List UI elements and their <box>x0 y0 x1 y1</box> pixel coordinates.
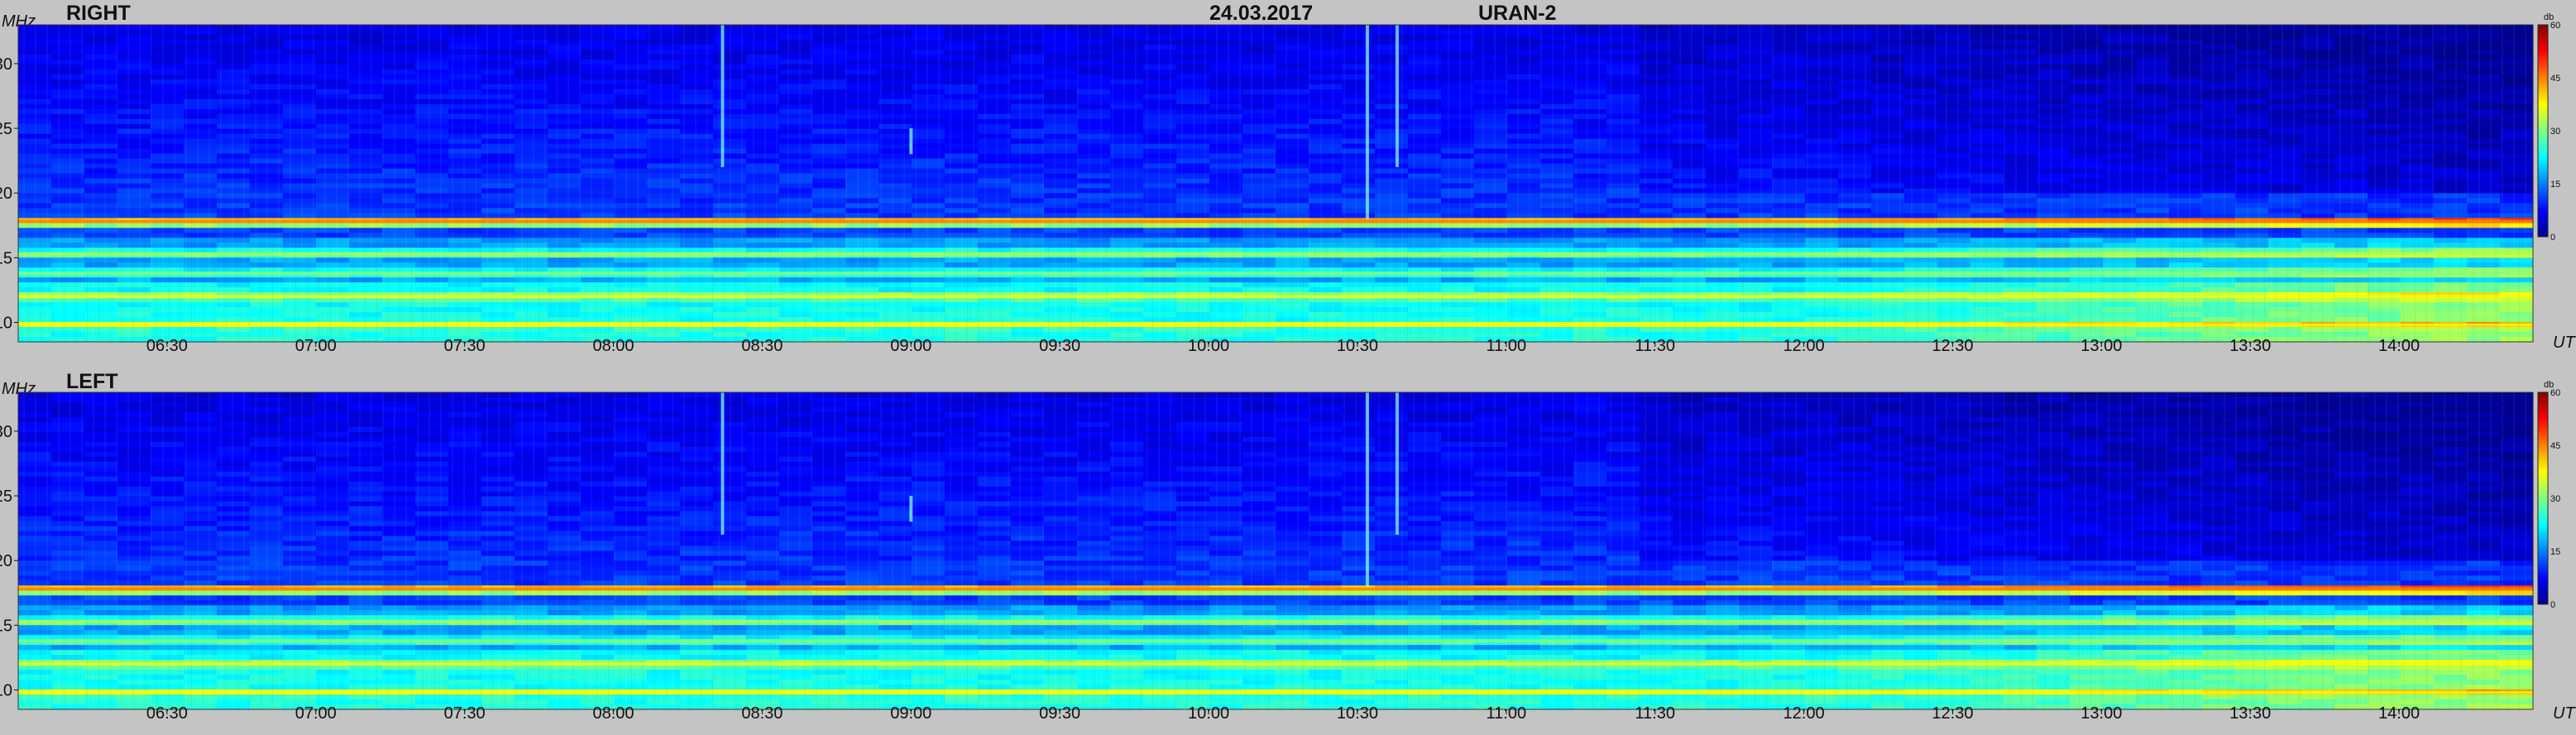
colorbar: 60 45 30 15 0 <box>2537 21 2560 243</box>
colorbar-unit-label: db <box>2544 380 2554 390</box>
panel-title: RIGHT <box>66 2 131 25</box>
y-tick-label: 10 <box>0 315 12 333</box>
y-tick-label: 20 <box>0 185 12 203</box>
x-tick-label: 11:00 <box>1487 337 1527 355</box>
panel-title: LEFT <box>66 370 118 393</box>
texture-overlay <box>18 25 2533 342</box>
spectrogram-area <box>17 392 2534 710</box>
x-tick-label: 11:30 <box>1635 337 1675 355</box>
instrument-label: URAN-2 <box>1478 2 1556 25</box>
x-tick-label: 09:30 <box>1039 337 1080 355</box>
x-tick-label: 07:30 <box>444 337 486 355</box>
colorbar-tick-label: 0 <box>2550 233 2555 243</box>
x-tick-label: 09:00 <box>890 337 931 355</box>
colorbar-tick-label: 30 <box>2550 127 2560 137</box>
y-tick-label: 25 <box>0 120 12 138</box>
colorbar-tick-label: 15 <box>2550 180 2560 190</box>
x-tick-label: 10:30 <box>1337 337 1378 355</box>
colorbar-tick-label: 60 <box>2550 21 2560 31</box>
x-tick-label: 06:30 <box>146 337 188 355</box>
colorbar-unit-label: db <box>2544 12 2554 22</box>
x-tick-label: 13:30 <box>2229 337 2271 355</box>
x-unit-label: UT <box>2553 704 2576 723</box>
plot-frame <box>17 24 2534 343</box>
x-tick-label: 13:00 <box>2080 337 2122 355</box>
panel-left: LEFT MHz UT db 1015202530 06:3007:0007:3… <box>0 370 2576 723</box>
y-tick-label: 15 <box>0 249 12 267</box>
date-label: 24.03.2017 <box>1209 2 1313 25</box>
colorbar-gradient <box>2537 24 2549 238</box>
y-tick-label: 30 <box>0 55 12 74</box>
colorbar-tick-label: 45 <box>2550 74 2560 84</box>
x-tick-label: 08:30 <box>741 337 783 355</box>
x-tick-label: 14:00 <box>2378 337 2420 355</box>
x-tick-label: 07:00 <box>295 337 337 355</box>
x-tick-label: 08:00 <box>592 337 634 355</box>
x-tick-label: 12:30 <box>1932 337 1973 355</box>
x-tick-label: 12:00 <box>1784 337 1825 355</box>
spectrogram-area <box>17 24 2534 343</box>
x-unit-label: UT <box>2553 334 2576 352</box>
x-axis: 06:30 07:00 07:30 08:00 08:30 09:00 09:30 10:00… <box>146 337 2420 355</box>
y-axis: 10 15 20 25 30 <box>0 55 18 333</box>
x-tick-label: 10:00 <box>1188 337 1229 355</box>
panel-right: RIGHT MHz UT db 1015202530 06:3007:0007:… <box>0 2 2576 355</box>
